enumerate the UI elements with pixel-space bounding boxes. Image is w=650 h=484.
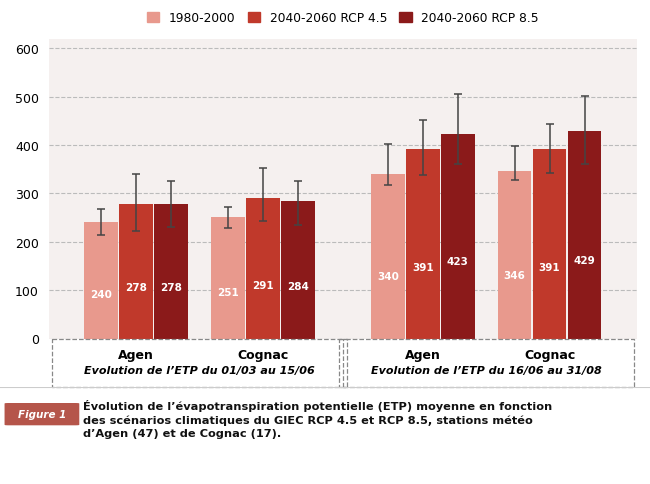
Text: Évolution de l’évapotranspiration potentielle (ETP) moyenne en fonction
des scén: Évolution de l’évapotranspiration potent…: [83, 399, 552, 438]
Bar: [532, 150, 567, 339]
Text: 284: 284: [287, 282, 309, 292]
Text: 391: 391: [539, 262, 560, 272]
Bar: [441, 135, 475, 339]
Text: 423: 423: [447, 256, 469, 266]
Bar: [406, 150, 440, 339]
Legend: 1980-2000, 2040-2060 RCP 4.5, 2040-2060 RCP 8.5: 1980-2000, 2040-2060 RCP 4.5, 2040-2060 …: [142, 7, 544, 30]
Text: IRRIGATION DU MAÏS : des besoins en augmentation pendant l’été: IRRIGATION DU MAÏS : des besoins en augm…: [8, 12, 537, 28]
Bar: [371, 175, 405, 339]
Text: 240: 240: [90, 290, 112, 300]
Text: Evolution de l’ETP du 16/06 au 31/08: Evolution de l’ETP du 16/06 au 31/08: [370, 365, 601, 375]
Bar: [497, 172, 532, 339]
Bar: [211, 218, 245, 339]
Text: 391: 391: [412, 262, 434, 272]
Bar: [119, 205, 153, 339]
Bar: [246, 198, 280, 339]
Text: 346: 346: [504, 271, 525, 280]
Text: Figure 1: Figure 1: [18, 409, 66, 419]
Text: 340: 340: [377, 272, 399, 282]
Text: 278: 278: [125, 283, 147, 293]
Bar: [567, 132, 601, 339]
Text: 291: 291: [252, 280, 274, 290]
Bar: [84, 223, 118, 339]
Text: 429: 429: [574, 255, 595, 265]
FancyBboxPatch shape: [5, 403, 79, 425]
Text: 278: 278: [161, 283, 182, 293]
Bar: [281, 202, 315, 339]
Text: 251: 251: [217, 288, 239, 298]
Text: Evolution de l’ETP du 01/03 au 15/06: Evolution de l’ETP du 01/03 au 15/06: [84, 365, 315, 375]
Bar: [154, 205, 188, 339]
